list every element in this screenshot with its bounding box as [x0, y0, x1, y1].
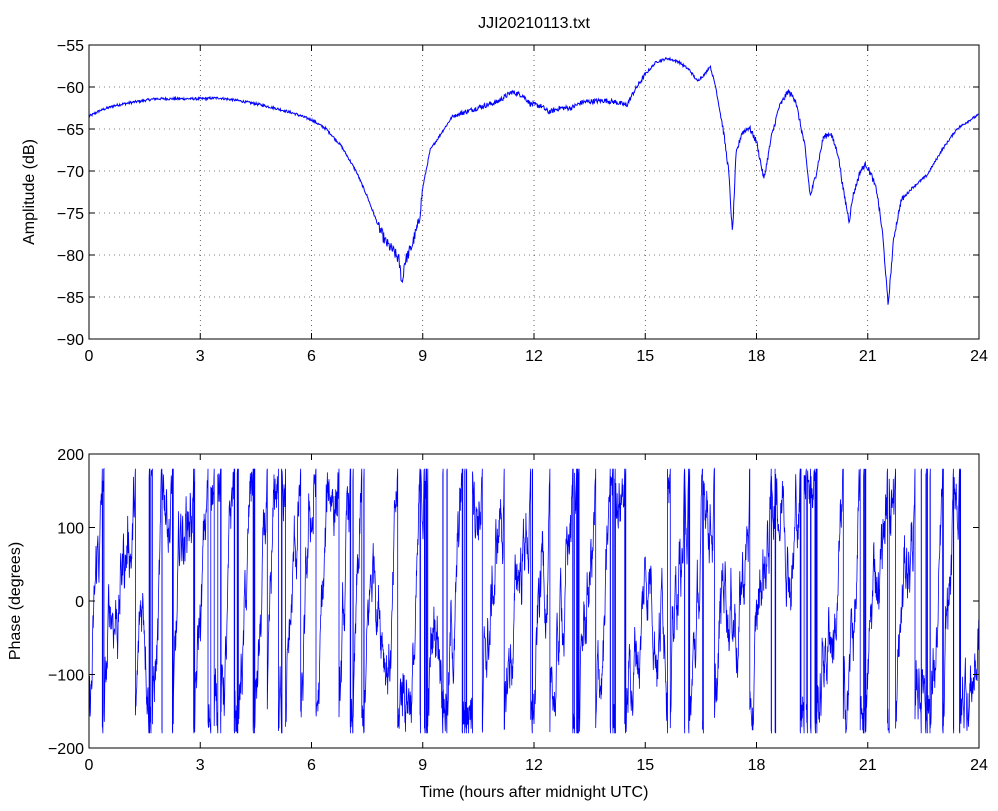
amplitude-y-axis-label: Amplitude (dB) — [21, 139, 38, 245]
top-x-tick-label: 6 — [307, 348, 316, 365]
bottom-y-tick-label: −100 — [48, 668, 84, 685]
bottom-x-tick-label: 18 — [748, 757, 766, 774]
phase-y-axis-label: Phase (degrees) — [7, 542, 24, 660]
bottom-x-tick-label: 24 — [970, 757, 988, 774]
top-x-tick-label: 12 — [525, 348, 543, 365]
top-y-tick-label: −60 — [57, 80, 84, 97]
top-y-tick-label: −85 — [57, 290, 84, 307]
top-y-tick-label: −65 — [57, 122, 84, 139]
bottom-x-tick-label: 12 — [525, 757, 543, 774]
top-x-tick-label: 24 — [970, 348, 988, 365]
top-x-tick-label: 21 — [859, 348, 877, 365]
top-x-tick-label: 9 — [418, 348, 427, 365]
amplitude-plot-frame — [88, 44, 980, 340]
bottom-y-tick-label: 0 — [75, 594, 84, 611]
bottom-x-tick-label: 6 — [307, 757, 316, 774]
phase-y-tick-labels: 200 100 0 −100 −200 — [48, 447, 84, 758]
bottom-x-tick-label: 9 — [418, 757, 427, 774]
bottom-y-tick-label: 200 — [57, 447, 84, 464]
top-y-tick-label: −80 — [57, 248, 84, 265]
bottom-y-tick-label: 100 — [57, 521, 84, 538]
amplitude-grid — [89, 45, 979, 339]
bottom-x-tick-label: 21 — [859, 757, 877, 774]
top-x-tick-label: 3 — [196, 348, 205, 365]
bottom-x-tick-label: 0 — [85, 757, 94, 774]
amplitude-x-tick-labels: 0 3 6 9 12 15 18 21 24 — [85, 348, 988, 365]
phase-ticks — [88, 453, 980, 749]
top-x-tick-label: 15 — [636, 348, 654, 365]
top-y-tick-label: −75 — [57, 206, 84, 223]
phase-chart: 0 3 6 9 12 15 18 21 24 200 100 0 −100 −200 Phase (de… — [7, 447, 988, 801]
phase-x-tick-labels: 0 3 6 9 12 15 18 21 24 — [85, 757, 988, 774]
phase-x-axis-label: Time (hours after midnight UTC) — [420, 784, 649, 801]
top-y-tick-label: −70 — [57, 164, 84, 181]
phase-series-line — [88, 467, 980, 734]
bottom-y-tick-label: −200 — [48, 741, 84, 758]
top-y-tick-label: −55 — [57, 38, 84, 55]
phase-plot-frame — [88, 453, 980, 749]
amplitude-chart: JJI20210113.txt 0 3 6 9 12 15 18 21 24 −55 −60 −65… — [21, 15, 988, 365]
top-y-tick-label: −90 — [57, 332, 84, 349]
top-x-tick-label: 18 — [748, 348, 766, 365]
chart-title: JJI20210113.txt — [478, 15, 590, 32]
amplitude-y-tick-labels: −55 −60 −65 −70 −75 −80 −85 −90 — [57, 38, 84, 349]
amplitude-ticks — [88, 44, 980, 340]
bottom-x-tick-label: 15 — [636, 757, 654, 774]
amplitude-series-line — [88, 56, 980, 305]
bottom-x-tick-label: 3 — [196, 757, 205, 774]
top-x-tick-label: 0 — [85, 348, 94, 365]
